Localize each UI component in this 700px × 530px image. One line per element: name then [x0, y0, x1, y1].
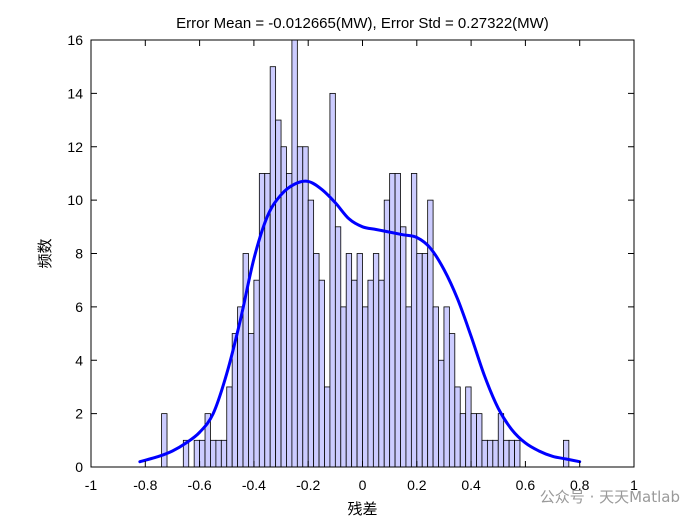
x-tick-label: 0.8: [570, 477, 590, 493]
histogram-bar: [367, 279, 374, 468]
curve-layer: [138, 179, 582, 464]
histogram-bar: [286, 173, 293, 468]
y-tick-label: 2: [75, 406, 83, 422]
x-tick-label: 0.6: [516, 477, 536, 493]
x-tick-label: 0.2: [407, 477, 427, 493]
histogram-bar: [443, 306, 450, 468]
ticks-layer: -1 -0.8 -0.6 -0.4 -0.2 0 0.2 0.4 0.6 0.8 102468101…: [67, 32, 638, 493]
y-tick-label: 4: [75, 352, 83, 368]
histogram-bar: [351, 279, 358, 468]
y-tick-label: 10: [67, 192, 83, 208]
histogram-bar: [389, 173, 396, 468]
histogram-bar: [410, 173, 418, 468]
x-tick-label: 0.4: [461, 477, 481, 493]
histogram-bar: [345, 253, 353, 468]
y-tick-label: 16: [67, 32, 83, 48]
histogram-bar: [248, 333, 255, 468]
histogram-bar: [421, 253, 429, 468]
chart-title: Error Mean = -0.012665(MW), Error Std = …: [176, 15, 549, 32]
histogram-bar: [470, 413, 477, 468]
histogram-bar: [340, 306, 347, 468]
histogram-bar: [486, 439, 494, 468]
histogram-bar: [481, 439, 488, 468]
histogram-bar: [427, 199, 434, 468]
histogram-bar: [476, 413, 483, 468]
histogram-bar: [220, 439, 228, 468]
histogram-bar: [394, 173, 401, 468]
histogram-bar: [307, 199, 315, 468]
x-tick-label: -0.6: [188, 477, 212, 493]
histogram-bar: [258, 173, 266, 468]
histogram-bar: [275, 119, 282, 468]
y-axis-label: 频数: [36, 238, 54, 268]
histogram-bar: [563, 439, 570, 468]
histogram-bar: [514, 439, 521, 468]
histogram-bar: [372, 253, 380, 468]
histogram-bar: [400, 226, 407, 468]
histogram-bar: [226, 386, 233, 468]
histogram-bar: [161, 413, 168, 468]
histogram-bar: [318, 279, 325, 468]
histogram-bar: [193, 439, 200, 468]
y-tick-label: 12: [67, 139, 83, 155]
histogram-bar: [448, 333, 456, 468]
histogram-bar: [210, 439, 217, 468]
histogram-bar: [383, 199, 391, 468]
histogram-bar: [432, 306, 439, 468]
histogram-bar: [356, 253, 363, 468]
x-axis-label: 残差: [347, 500, 377, 518]
fit-curve-line: [138, 179, 582, 464]
x-tick-label: -0.8: [133, 477, 157, 493]
x-tick-label: 1: [630, 477, 638, 493]
x-tick-label: -1: [85, 477, 98, 493]
histogram-bar: [313, 253, 320, 468]
y-tick-label: 6: [75, 299, 83, 315]
y-tick-label: 14: [67, 85, 83, 101]
histogram-bar: [503, 439, 510, 468]
histogram-bar: [497, 413, 505, 468]
histogram-bar: [416, 253, 423, 468]
y-tick-label: 8: [75, 246, 83, 262]
histogram-bar: [459, 413, 467, 468]
histogram-bar: [329, 92, 336, 468]
histogram-bar: [269, 66, 277, 468]
y-tick-label: 0: [75, 459, 83, 475]
histogram-bar: [454, 386, 461, 468]
watermark-text: 公众号 · 天天Matlab: [539, 488, 680, 506]
histogram-bar: [199, 439, 206, 468]
histogram-bar: [492, 439, 499, 468]
histogram-bar: [465, 386, 472, 468]
histogram-bar: [378, 279, 385, 468]
x-tick-label: 0: [359, 477, 367, 493]
histogram-bar: [438, 359, 445, 468]
histogram-bar: [296, 146, 304, 468]
histogram-bar: [302, 146, 309, 468]
histogram-bar: [405, 306, 412, 468]
histogram-bar: [508, 439, 515, 468]
histogram-bar: [291, 39, 298, 468]
x-tick-label: -0.2: [296, 477, 320, 493]
x-tick-label: -0.4: [242, 477, 266, 493]
histogram-bar: [362, 306, 369, 468]
histogram-bar: [334, 226, 342, 468]
histogram-bar: [324, 386, 331, 468]
histogram-bar: [215, 439, 222, 468]
histogram-bar: [253, 279, 260, 468]
